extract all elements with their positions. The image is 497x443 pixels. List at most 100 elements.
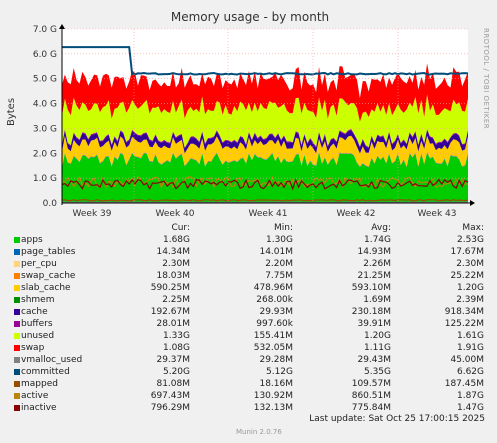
legend-avg-value: 593.10M (351, 283, 391, 293)
legend-header: Cur: Min: Avg: Max: (14, 222, 490, 234)
y-tick-label: 4.0 G (33, 100, 57, 110)
legend-avg-value: 109.57M (351, 379, 391, 389)
line-active (61, 175, 469, 189)
legend-swatch (14, 249, 20, 255)
legend-row-active: active 697.43M 130.92M 860.51M 1.87G (14, 390, 490, 402)
munin-version: Munin 2.0.76 (236, 428, 282, 436)
legend-max-value: 2.39M (456, 295, 484, 305)
legend-name: vmalloc_used (21, 355, 83, 365)
legend-row-inactive: inactive 796.29M 132.13M 775.84M 1.47G (14, 402, 490, 414)
legend-avg-value: 2.26M (363, 259, 391, 269)
legend-avg-value: 775.84M (351, 403, 391, 413)
area-swap (62, 63, 468, 122)
legend-rows: apps 1.68G 1.30G 1.74G 2.53G page_tables 14.34… (14, 234, 490, 414)
legend-swatch (14, 309, 20, 315)
x-tick-label: Week 41 (249, 209, 288, 219)
legend-max-value: 17.67M (450, 247, 484, 257)
col-max-header: Max: (462, 223, 484, 233)
legend-max-value: 2.30M (456, 259, 484, 269)
col-avg-header: Avg: (371, 223, 391, 233)
legend-cur-value: 697.43M (150, 391, 190, 401)
legend-name: cache (21, 307, 48, 317)
legend-name: active (21, 391, 49, 401)
col-cur-header: Cur: (171, 223, 190, 233)
legend-name: swap_cache (21, 271, 76, 281)
legend-cur-value: 28.01M (156, 319, 190, 329)
legend-avg-value: 1.69M (363, 295, 391, 305)
legend-cur-value: 18.03M (156, 271, 190, 281)
legend-cur-value: 590.25M (150, 283, 190, 293)
legend-cur-value: 1.68G (162, 235, 190, 245)
legend-row-swap: swap 1.08G 532.05M 1.11G 1.91G (14, 342, 490, 354)
legend-name: shmem (21, 295, 55, 305)
legend-swatch (14, 381, 20, 387)
legend-min-value: 2.20M (265, 259, 293, 269)
legend-row-page_tables: page_tables 14.34M 14.01M 14.93M 17.67M (14, 246, 490, 258)
legend-row-mapped: mapped 81.08M 18.16M 109.57M 187.45M (14, 378, 490, 390)
last-update: Last update: Sat Oct 25 17:00:15 2025 (309, 414, 485, 424)
x-tick-label: Week 40 (156, 209, 195, 219)
legend-row-swap_cache: swap_cache 18.03M 7.75M 21.25M 25.22M (14, 270, 490, 282)
legend-max-value: 2.53G (456, 235, 484, 245)
legend-min-value: 155.41M (253, 331, 293, 341)
legend-name: apps (21, 235, 43, 245)
rrdtool-side-label: RRDTOOL / TOBI OETIKER (482, 28, 490, 129)
line-committed (62, 46, 469, 76)
legend-min-value: 29.28M (259, 355, 293, 365)
legend-row-committed: committed 5.20G 5.12G 5.35G 6.62G (14, 366, 490, 378)
area-swap_cache (62, 151, 468, 167)
legend-name: page_tables (21, 247, 76, 257)
x-tick-label: Week 43 (418, 209, 457, 219)
legend-cur-value: 1.08G (162, 343, 190, 353)
legend-name: inactive (21, 403, 57, 413)
legend-max-value: 1.91G (456, 343, 484, 353)
legend-swatch (14, 273, 20, 279)
legend-cur-value: 2.25M (162, 295, 190, 305)
legend-name: mapped (21, 379, 58, 389)
legend-avg-value: 39.91M (357, 319, 391, 329)
legend-avg-value: 14.93M (357, 247, 391, 257)
legend-name: buffers (21, 319, 53, 329)
legend-max-value: 6.62G (456, 367, 484, 377)
legend-max-value: 1.47G (456, 403, 484, 413)
legend-max-value: 1.61G (456, 331, 484, 341)
y-tick-label: 5.0 G (33, 75, 57, 85)
x-ticks: Week 39 Week 40 Week 41 Week 42 Week 43 (73, 209, 457, 219)
legend-avg-value: 1.74G (363, 235, 391, 245)
legend-cur-value: 192.67M (150, 307, 190, 317)
legend-swatch (14, 405, 20, 411)
legend-min-value: 7.75M (265, 271, 293, 281)
y-tick-label: 6.0 G (33, 50, 57, 60)
col-min-header: Min: (273, 223, 293, 233)
legend-swatch (14, 237, 20, 243)
line-inactive (61, 178, 469, 191)
legend-min-value: 18.16M (259, 379, 293, 389)
y-ticks: 0.0 1.0 G 2.0 G 3.0 G 4.0 G 5.0 G 6.0 G 7.0 G (33, 25, 57, 209)
legend-cur-value: 29.37M (156, 355, 190, 365)
legend-cur-value: 5.20G (162, 367, 190, 377)
legend-min-value: 997.60k (256, 319, 293, 329)
y-tick-label: 2.0 G (33, 149, 57, 159)
grid-lines (62, 28, 468, 204)
legend-name: swap (21, 343, 45, 353)
axes (59, 24, 475, 206)
area-cache (62, 129, 468, 154)
area-apps (62, 152, 468, 203)
legend-min-value: 268.00k (256, 295, 293, 305)
legend-swatch (14, 297, 20, 303)
legend-avg-value: 1.11G (363, 343, 391, 353)
legend-min-value: 5.12G (265, 367, 293, 377)
legend-min-value: 29.93M (259, 307, 293, 317)
legend-name: committed (21, 367, 70, 377)
legend-cur-value: 81.08M (156, 379, 190, 389)
legend-row-slab_cache: slab_cache 590.25M 478.96M 593.10M 1.20G (14, 282, 490, 294)
x-tick-label: Week 42 (337, 209, 376, 219)
legend-swatch (14, 369, 20, 375)
legend-max-value: 918.34M (444, 307, 484, 317)
legend-min-value: 130.92M (253, 391, 293, 401)
legend-row-per_cpu: per_cpu 2.30M 2.20M 2.26M 2.30M (14, 258, 490, 270)
legend-name: unused (21, 331, 55, 341)
legend-avg-value: 1.20G (363, 331, 391, 341)
legend-swatch (14, 261, 20, 267)
memory-chart: Memory usage - by month Bytes RRDTOOL / … (6, 10, 490, 219)
